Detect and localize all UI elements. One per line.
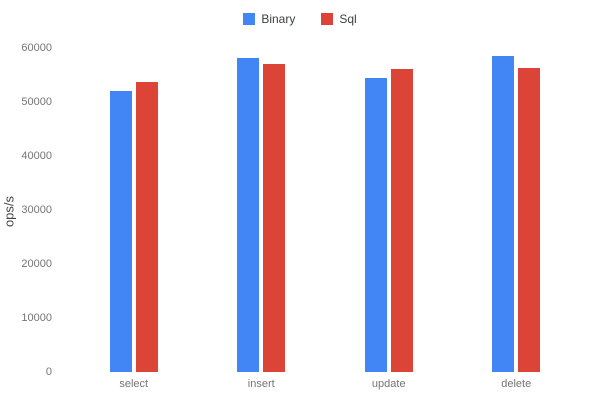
bar-group-delete [492,48,541,372]
x-tick-label-select: select [119,378,149,390]
legend-item-sql: Sql [321,12,357,26]
legend-swatch-binary-icon [243,13,256,25]
bar-group-insert [237,48,286,372]
legend-swatch-sql-icon [321,13,334,25]
y-tick-label: 20000 [21,258,52,270]
y-axis: 0 10000 20000 30000 40000 50000 60000 [0,42,62,378]
plot-area [70,48,580,372]
bar-binary-insert [237,57,260,372]
bar-sql-update [390,69,413,372]
legend-label-binary: Binary [261,12,296,26]
bar-group-update [364,48,413,372]
legend-label-sql: Sql [339,12,357,26]
y-tick-label: 10000 [21,312,52,324]
bar-sql-select [135,82,158,372]
bar-binary-delete [492,56,515,372]
x-tick-label-delete: delete [501,378,532,390]
bar-sql-delete [518,67,541,372]
y-tick-label: 60000 [21,42,52,54]
legend: Binary Sql [0,12,600,26]
legend-item-binary: Binary [243,12,295,26]
x-axis: select insert update delete [70,378,580,396]
y-tick-label: 0 [45,366,52,378]
bar-binary-select [109,91,132,372]
bar-group-select [109,48,158,372]
x-tick-label-update: update [371,378,406,390]
bar-binary-update [364,78,387,372]
x-tick-label-insert: insert [247,378,275,390]
bar-sql-insert [263,63,286,372]
y-tick-label: 50000 [21,96,52,108]
y-tick-label: 40000 [21,150,52,162]
y-tick-label: 30000 [21,204,52,216]
